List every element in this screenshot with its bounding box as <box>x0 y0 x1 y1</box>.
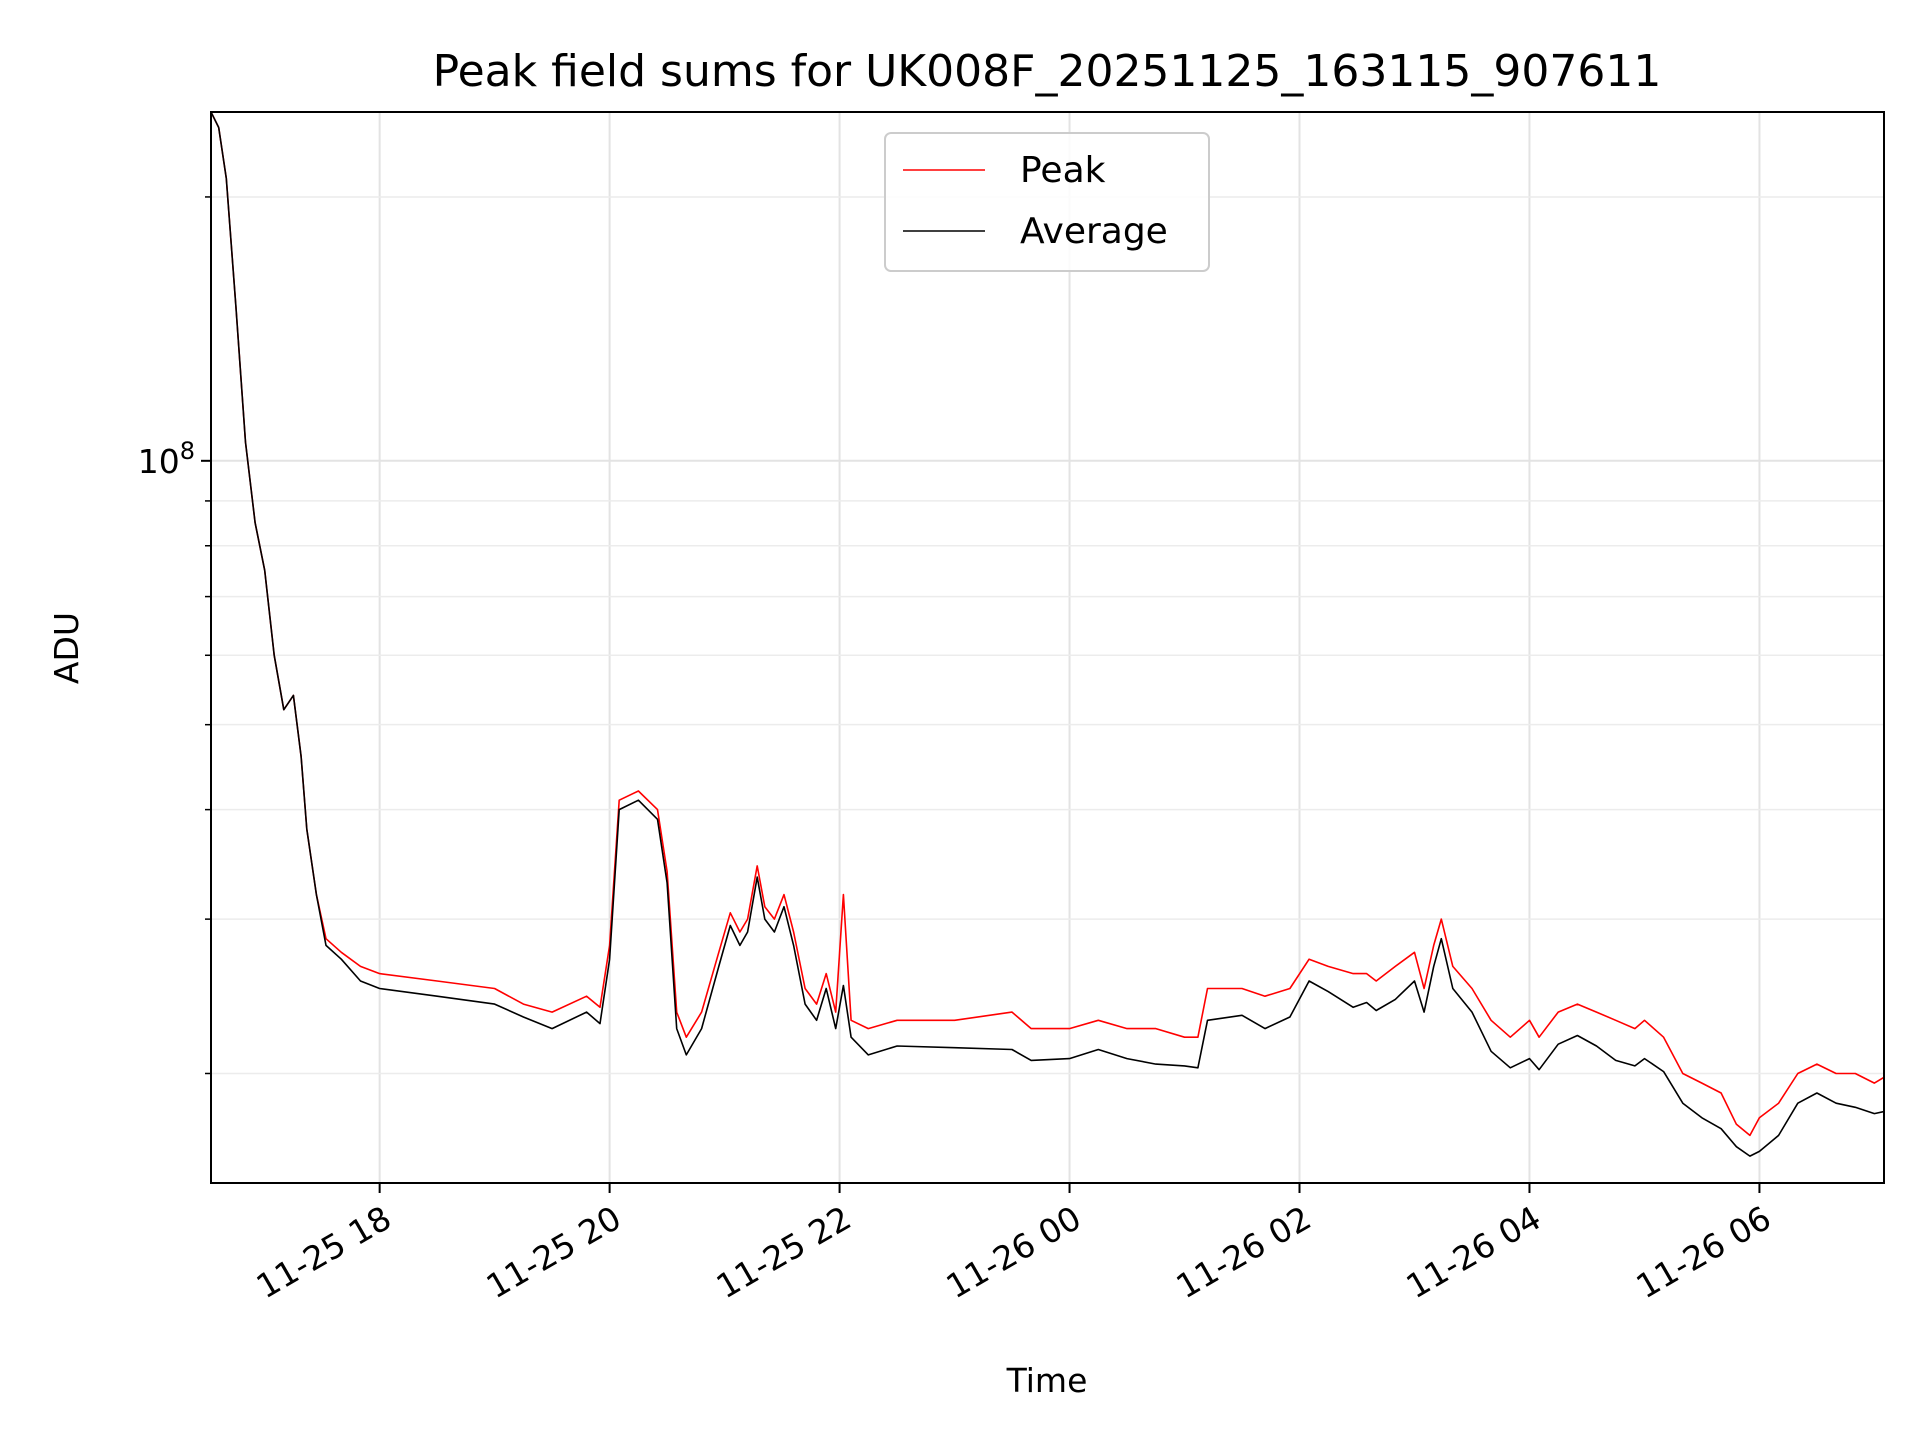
series-lines <box>211 112 1884 1157</box>
y-axis-label: ADU <box>47 612 86 684</box>
chart-title: Peak field sums for UK008F_20251125_1631… <box>433 46 1662 97</box>
y-axis-ticks: 108 <box>138 196 211 1075</box>
legend-label-average: Average <box>1020 211 1168 252</box>
legend-box <box>884 132 1210 272</box>
legend: Peak Average <box>884 132 1210 272</box>
series-line-peak <box>211 112 1884 1137</box>
legend-label-peak: Peak <box>1020 150 1106 191</box>
series-line-average <box>211 112 1884 1157</box>
grid <box>211 112 1884 1183</box>
plot-frame <box>210 111 1885 1184</box>
x-axis-label: Time <box>1006 1361 1088 1400</box>
y-tick-label-exponent: 8 <box>180 437 195 465</box>
y-tick-label-base: 10 <box>138 442 180 481</box>
y-tick-label-0: 108 <box>138 437 195 481</box>
